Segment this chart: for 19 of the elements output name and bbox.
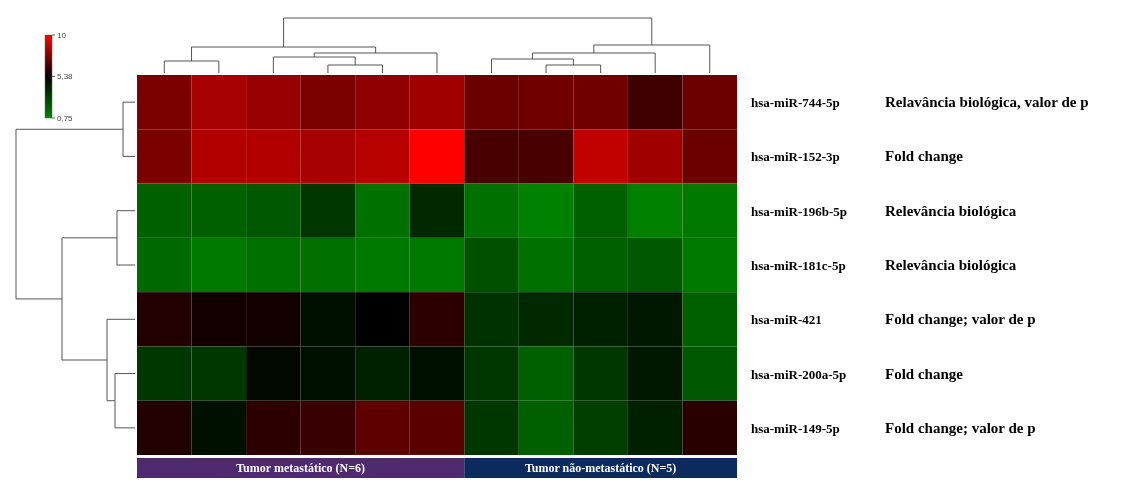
y2-tick-label: Fold change (885, 365, 964, 382)
y-tick-label: hsa-miR-744-5p (751, 95, 840, 111)
text: Tumor metastático (N=6) (236, 461, 366, 475)
color-bar-label: 10 (57, 31, 67, 40)
color-bar-label: 0,75 (57, 114, 74, 123)
y-tick-label: hsa-miR-196b-5p (751, 203, 848, 219)
y-tick-label: hsa-miR-421 (751, 312, 822, 328)
y2-tick-label: Relevância biológica (885, 257, 1017, 273)
y2-tick-label: Relavância biológica, valor de p (885, 94, 1089, 111)
y-tick-label: hsa-miR-149-5p (751, 420, 840, 436)
y2-tick-label: Fold change; valor de p (885, 419, 1036, 436)
y2-tick-label: Relevância biológica (885, 202, 1017, 219)
text: Tumor não-metastático (N=5) (524, 461, 677, 475)
color-bar-label: 5,38 (57, 72, 74, 82)
y-tick-label: hsa-miR-200a-5p (751, 366, 847, 382)
y2-tick-label: Fold change (885, 148, 964, 165)
y2-tick-label: Fold change; valor de p (885, 311, 1036, 328)
y-tick-label: hsa-miR-152-3p (751, 149, 840, 165)
y-tick-label: hsa-miR-181c-5p (751, 258, 846, 273)
